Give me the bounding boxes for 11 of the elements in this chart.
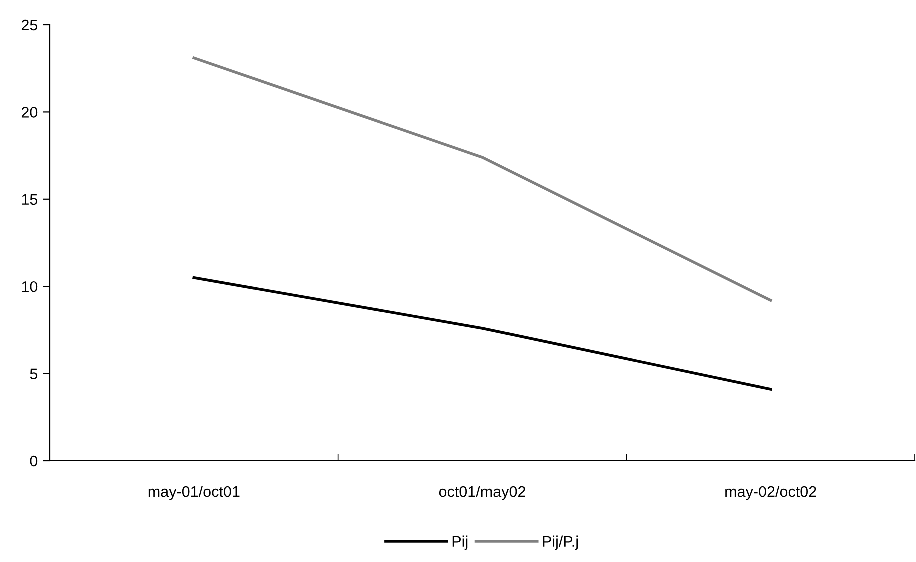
- x-tick-label: oct01/may02: [439, 486, 526, 500]
- legend-label: Pij/P.j: [543, 536, 578, 550]
- y-tick-label: 5: [30, 368, 38, 380]
- y-tick-label: 15: [22, 194, 38, 206]
- x-tick-label: may-01/oct01: [148, 486, 240, 500]
- y-tick-label: 0: [30, 456, 38, 467]
- y-tick-label: 20: [22, 107, 38, 118]
- legend-label: Pij: [452, 536, 468, 550]
- x-tick-label: may-02/oct02: [726, 486, 816, 500]
- y-tick-label: 10: [22, 281, 38, 292]
- y-tick-label: 25: [22, 20, 38, 31]
